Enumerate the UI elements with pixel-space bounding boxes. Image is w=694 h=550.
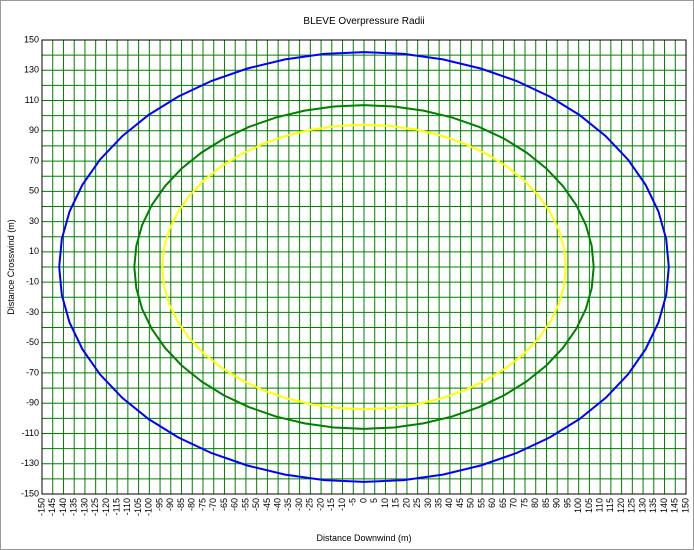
x-tick-label: 100 <box>573 498 583 513</box>
x-tick-label: -140 <box>58 498 68 516</box>
x-tick-label: 40 <box>444 498 454 508</box>
y-tick-label: 90 <box>29 125 39 135</box>
x-tick-label: -20 <box>315 498 325 511</box>
radius-circle <box>58 51 670 483</box>
x-tick-label: -60 <box>230 498 240 511</box>
x-tick-label: -45 <box>262 498 272 511</box>
x-tick-label: -100 <box>144 498 154 516</box>
x-tick-label: 75 <box>519 498 529 508</box>
x-tick-label: -120 <box>101 498 111 516</box>
x-tick-label: -95 <box>154 498 164 511</box>
x-tick-label: -145 <box>47 498 57 516</box>
x-tick-label: 70 <box>509 498 519 508</box>
x-tick-label: 80 <box>530 498 540 508</box>
x-tick-label: 125 <box>627 498 637 513</box>
x-tick-label: 90 <box>552 498 562 508</box>
x-tick-label: -30 <box>294 498 304 511</box>
x-tick-label: -10 <box>337 498 347 511</box>
x-tick-label: -110 <box>122 498 132 515</box>
x-tick-label: -105 <box>133 498 143 516</box>
x-tick-label: -25 <box>305 498 315 511</box>
y-tick-label: 130 <box>24 65 39 75</box>
y-tick-label: 50 <box>29 186 39 196</box>
y-tick-label: -150 <box>21 488 39 498</box>
x-tick-label: -90 <box>165 498 175 511</box>
x-tick-label: -15 <box>326 498 336 511</box>
x-tick-label: 65 <box>498 498 508 508</box>
plot-border <box>41 39 687 495</box>
x-tick-label: -50 <box>251 498 261 511</box>
x-axis-label: Distance Downwind (m) <box>316 533 411 543</box>
x-tick-label: 55 <box>476 498 486 508</box>
x-tick-label: -135 <box>69 498 79 516</box>
radius-circle <box>133 104 595 430</box>
y-tick-label: -90 <box>26 398 39 408</box>
y-tick-label: -10 <box>26 277 39 287</box>
x-tick-label: 85 <box>541 498 551 508</box>
x-tick-label: -130 <box>79 498 89 516</box>
y-tick-label: 10 <box>29 246 39 256</box>
x-tick-label: 120 <box>616 498 626 513</box>
x-tick-label: 35 <box>434 498 444 508</box>
y-axis-label: Distance Crosswind (m) <box>6 219 16 315</box>
x-tick-label: 50 <box>466 498 476 508</box>
x-tick-label: 150 <box>680 498 690 513</box>
x-tick-label: 130 <box>637 498 647 513</box>
x-tick-label: -35 <box>283 498 293 511</box>
x-tick-label: 20 <box>401 498 411 508</box>
x-tick-label: 145 <box>670 498 680 513</box>
x-tick-label: -115 <box>112 498 122 515</box>
y-tick-label: -110 <box>22 428 39 438</box>
y-tick-label: -50 <box>26 337 39 347</box>
x-tick-label: -55 <box>240 498 250 511</box>
y-tick-label: 70 <box>29 155 39 165</box>
radius-circle <box>161 123 567 411</box>
x-tick-label: 60 <box>487 498 497 508</box>
x-tick-label: -80 <box>187 498 197 511</box>
x-tick-label: -125 <box>90 498 100 516</box>
x-tick-label: -85 <box>176 498 186 511</box>
x-tick-label: -70 <box>208 498 218 511</box>
x-tick-label: 5 <box>369 498 379 503</box>
x-tick-label: 30 <box>423 498 433 508</box>
y-tick-label: -130 <box>21 458 39 468</box>
y-tick-label: 110 <box>25 95 39 105</box>
x-tick-label: 135 <box>648 498 658 513</box>
x-tick-label: 115 <box>605 498 615 512</box>
x-tick-label: -75 <box>197 498 207 511</box>
y-tick-label: 30 <box>29 216 39 226</box>
x-tick-label: 0 <box>358 498 368 503</box>
y-tick-label: -30 <box>26 307 39 317</box>
x-tick-label: 25 <box>412 498 422 508</box>
y-tick-label: 150 <box>24 34 39 44</box>
x-tick-label: 45 <box>455 498 465 508</box>
x-tick-label: -5 <box>348 498 358 506</box>
x-tick-label: 10 <box>380 498 390 508</box>
x-tick-label: 110 <box>595 498 605 512</box>
x-tick-label: 95 <box>562 498 572 508</box>
chart-title: BLEVE Overpressure Radii <box>303 16 424 27</box>
x-tick-label: -40 <box>273 498 283 511</box>
y-tick-label: -70 <box>26 367 39 377</box>
x-tick-label: 15 <box>391 498 401 508</box>
x-tick-label: 105 <box>584 498 594 513</box>
x-tick-label: -150 <box>36 498 46 516</box>
x-tick-label: 140 <box>659 498 669 513</box>
x-tick-label: -65 <box>219 498 229 511</box>
